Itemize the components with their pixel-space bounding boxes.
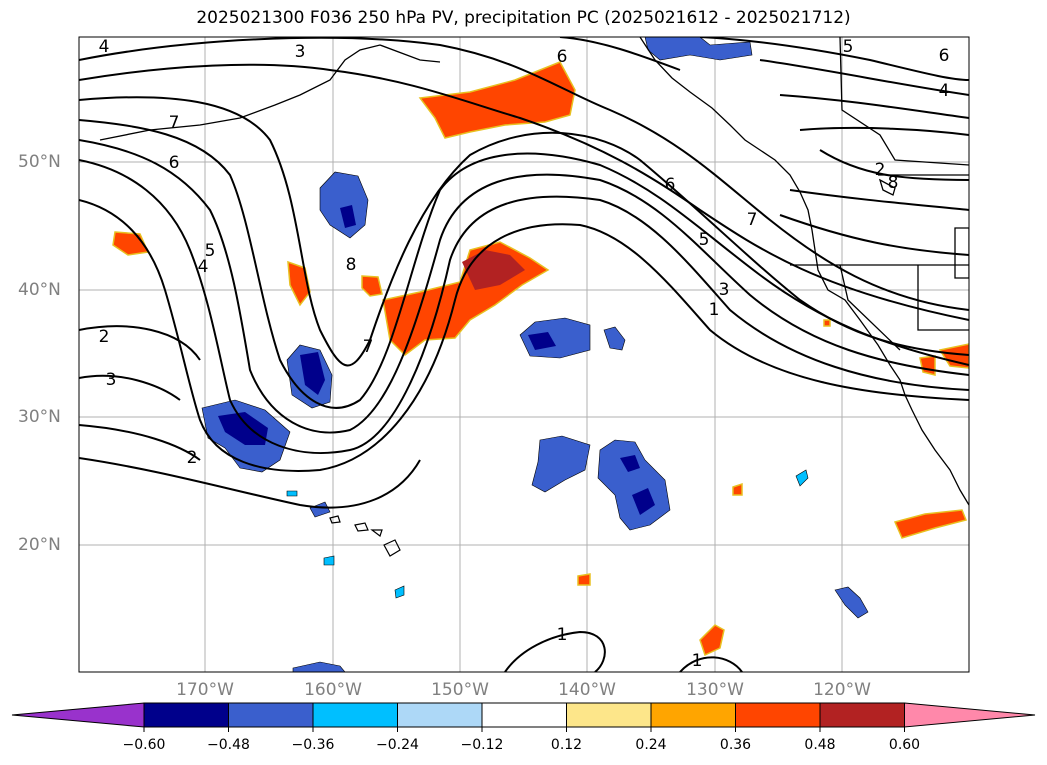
contour-label: 7: [747, 210, 758, 230]
lon-label-140w: 140°W: [558, 680, 616, 700]
contour-label: 4: [939, 81, 950, 101]
contour-label: 8: [346, 255, 357, 275]
pv-contours: [79, 37, 969, 672]
colorbar-bin: [481, 702, 567, 728]
precip-positive-areas: [112, 61, 969, 657]
contour-label: 6: [665, 175, 676, 195]
contour-label: 4: [198, 257, 209, 277]
lon-label-160w: 160°W: [304, 680, 362, 700]
lat-label-20n: 20°N: [18, 535, 61, 555]
lat-label-30n: 30°N: [18, 407, 61, 427]
colorbar-bin: [650, 702, 736, 728]
map-title: 2025021300 F036 250 hPa PV, precipitatio…: [196, 8, 851, 28]
colorbar-tick-label: 0.60: [888, 737, 921, 753]
plot-frame: [78, 36, 970, 673]
lon-label-120w: 120°W: [813, 680, 871, 700]
colorbar-tick-label: 0.48: [804, 737, 836, 753]
colorbar-tick-label: −0.60: [122, 737, 166, 753]
contour-label: 2: [99, 327, 110, 347]
gridlines: [79, 37, 969, 672]
colorbar-bin: [397, 702, 483, 728]
contour-label: 3: [719, 280, 730, 300]
colorbar-tick-label: 0.12: [550, 737, 583, 753]
colorbar-bin: [228, 702, 314, 728]
contour-label: 4: [99, 37, 110, 57]
contour-label: 3: [106, 370, 117, 390]
colorbar-bin: [819, 702, 905, 728]
colorbar-bin: [143, 702, 229, 728]
lon-label-150w: 150°W: [431, 680, 489, 700]
lon-label-170w: 170°W: [176, 680, 234, 700]
colorbar-tick-label: −0.24: [376, 737, 419, 753]
lat-label-40n: 40°N: [18, 280, 61, 300]
colorbar-tick-label: 0.36: [719, 737, 752, 753]
contour-label: 5: [205, 241, 216, 261]
contour-label: 6: [169, 153, 180, 173]
precip-negative-areas: [201, 37, 869, 672]
contour-label: 7: [363, 337, 374, 357]
contour-label: 3: [295, 42, 306, 62]
hawaii-islands: [329, 515, 401, 557]
colorbar-extend-high: [904, 702, 1036, 728]
contour-label: 2: [875, 160, 886, 180]
colorbar-tick-label: −0.12: [460, 737, 504, 753]
contour-label: 5: [843, 37, 854, 57]
colorbar-bin: [566, 702, 652, 728]
lat-label-50n: 50°N: [18, 152, 61, 172]
contour-labels: 4 3 6 5 6 4 7 6 5 4 2 3 2 8 7 6 7 5 3 1 …: [99, 37, 950, 671]
contour-label: 1: [557, 625, 568, 645]
colorbar-tick-label: 0.24: [635, 737, 667, 753]
contour-label: 5: [699, 230, 710, 250]
colorbar-bin: [735, 702, 821, 728]
contour-label: 7: [169, 113, 180, 133]
colorbar-tick-label: −0.48: [207, 737, 250, 753]
contour-label: 1: [692, 651, 703, 671]
contour-label: 6: [939, 46, 950, 66]
contour-label: 8: [888, 173, 899, 193]
lon-label-130w: 130°W: [686, 680, 744, 700]
colorbar: [11, 702, 1036, 732]
colorbar-bin: [312, 702, 398, 728]
colorbar-extend-low: [11, 702, 145, 728]
coastlines: [99, 37, 969, 506]
contour-label: 1: [709, 300, 720, 320]
contour-label: 2: [187, 448, 198, 468]
colorbar-tick-label: −0.36: [291, 737, 335, 753]
contour-label: 6: [557, 47, 568, 67]
plot-area: [79, 37, 969, 672]
